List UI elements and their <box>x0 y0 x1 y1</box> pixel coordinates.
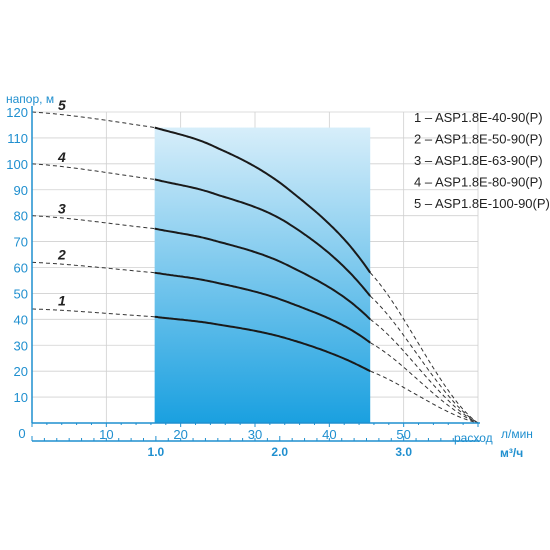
y-axis-title: напор, м <box>6 92 54 106</box>
series-4-dashed-left <box>31 163 155 180</box>
x-axis-unit-secondary: м³/ч <box>500 446 523 460</box>
x-axis-title: расход <box>454 431 493 445</box>
y-tick-labels: 10 20 30 40 50 60 70 80 90 100 110 120 <box>6 105 28 405</box>
legend: 1 – ASP1.8E-40-90(P) 2 – ASP1.8E-50-90(P)… <box>414 110 550 211</box>
y-tick-label: 110 <box>7 131 28 146</box>
y-tick-label: 50 <box>14 286 28 301</box>
series-5-dashed-right <box>369 272 479 424</box>
series-2-number: 2 <box>57 246 66 262</box>
x2-tick-label: 3.0 <box>395 445 412 459</box>
series-2: 2 <box>31 246 479 424</box>
series-5-line <box>154 126 372 274</box>
series-4: 4 <box>31 149 479 424</box>
y-tick-label: 40 <box>14 312 28 327</box>
series-4-dashed-right <box>369 295 479 424</box>
series-4-number: 4 <box>57 149 66 165</box>
y-tick-label: 70 <box>14 235 28 250</box>
y-tick-label: 100 <box>6 157 28 172</box>
series-5: 5 <box>31 97 479 424</box>
legend-item-5: 5 – ASP1.8E-100-90(P) <box>414 196 550 211</box>
x-tick-label: 10 <box>99 427 113 442</box>
x-tick-label: 0 <box>18 426 25 441</box>
x-tick-labels: 0 10 20 30 40 50 <box>18 426 411 442</box>
series-3-dashed-left <box>31 215 155 230</box>
series-3-dashed-right <box>369 318 479 424</box>
x2-tick-label: 2.0 <box>271 445 288 459</box>
y-tick-label: 20 <box>14 364 28 379</box>
y-tick-label: 80 <box>14 209 28 224</box>
y-tick-label: 60 <box>14 261 28 276</box>
series-1-dashed-left <box>32 308 155 318</box>
series-1-dashed-right <box>370 370 479 424</box>
x-tick-label: 30 <box>248 427 262 442</box>
series-1: 1 <box>32 293 479 424</box>
series-3-line <box>154 227 371 321</box>
legend-item-3: 3 – ASP1.8E-63-90(P) <box>414 153 543 168</box>
y-tick-label: 30 <box>14 338 28 353</box>
series-1-line <box>154 315 371 373</box>
legend-item-4: 4 – ASP1.8E-80-90(P) <box>414 175 543 190</box>
y-tick-label: 90 <box>14 183 28 198</box>
legend-item-2: 2 – ASP1.8E-50-90(P) <box>414 132 543 147</box>
series-3: 3 <box>31 200 479 424</box>
curves: 1 2 3 4 5 <box>31 97 479 424</box>
x-tick-label: 40 <box>322 427 336 442</box>
x2-tick-label: 1.0 <box>148 445 165 459</box>
legend-item-1: 1 – ASP1.8E-40-90(P) <box>414 110 543 125</box>
axes <box>31 106 480 442</box>
working-range-area <box>154 127 371 424</box>
x-tick-label: 20 <box>173 427 187 442</box>
series-2-line <box>154 271 371 344</box>
series-3-number: 3 <box>58 200 66 216</box>
series-4-line <box>154 178 371 297</box>
x-axis-unit-primary: л/мин <box>501 427 533 441</box>
x2-tick-labels: 1.0 2.0 3.0 <box>148 445 413 459</box>
x-tick-label: 50 <box>396 427 410 442</box>
y-tick-label: 10 <box>14 390 28 405</box>
series-2-dashed-right <box>370 342 479 424</box>
y-tick-label: 120 <box>6 105 28 120</box>
series-5-dashed-left <box>31 111 155 129</box>
series-5-number: 5 <box>58 97 66 113</box>
series-1-number: 1 <box>58 293 66 309</box>
